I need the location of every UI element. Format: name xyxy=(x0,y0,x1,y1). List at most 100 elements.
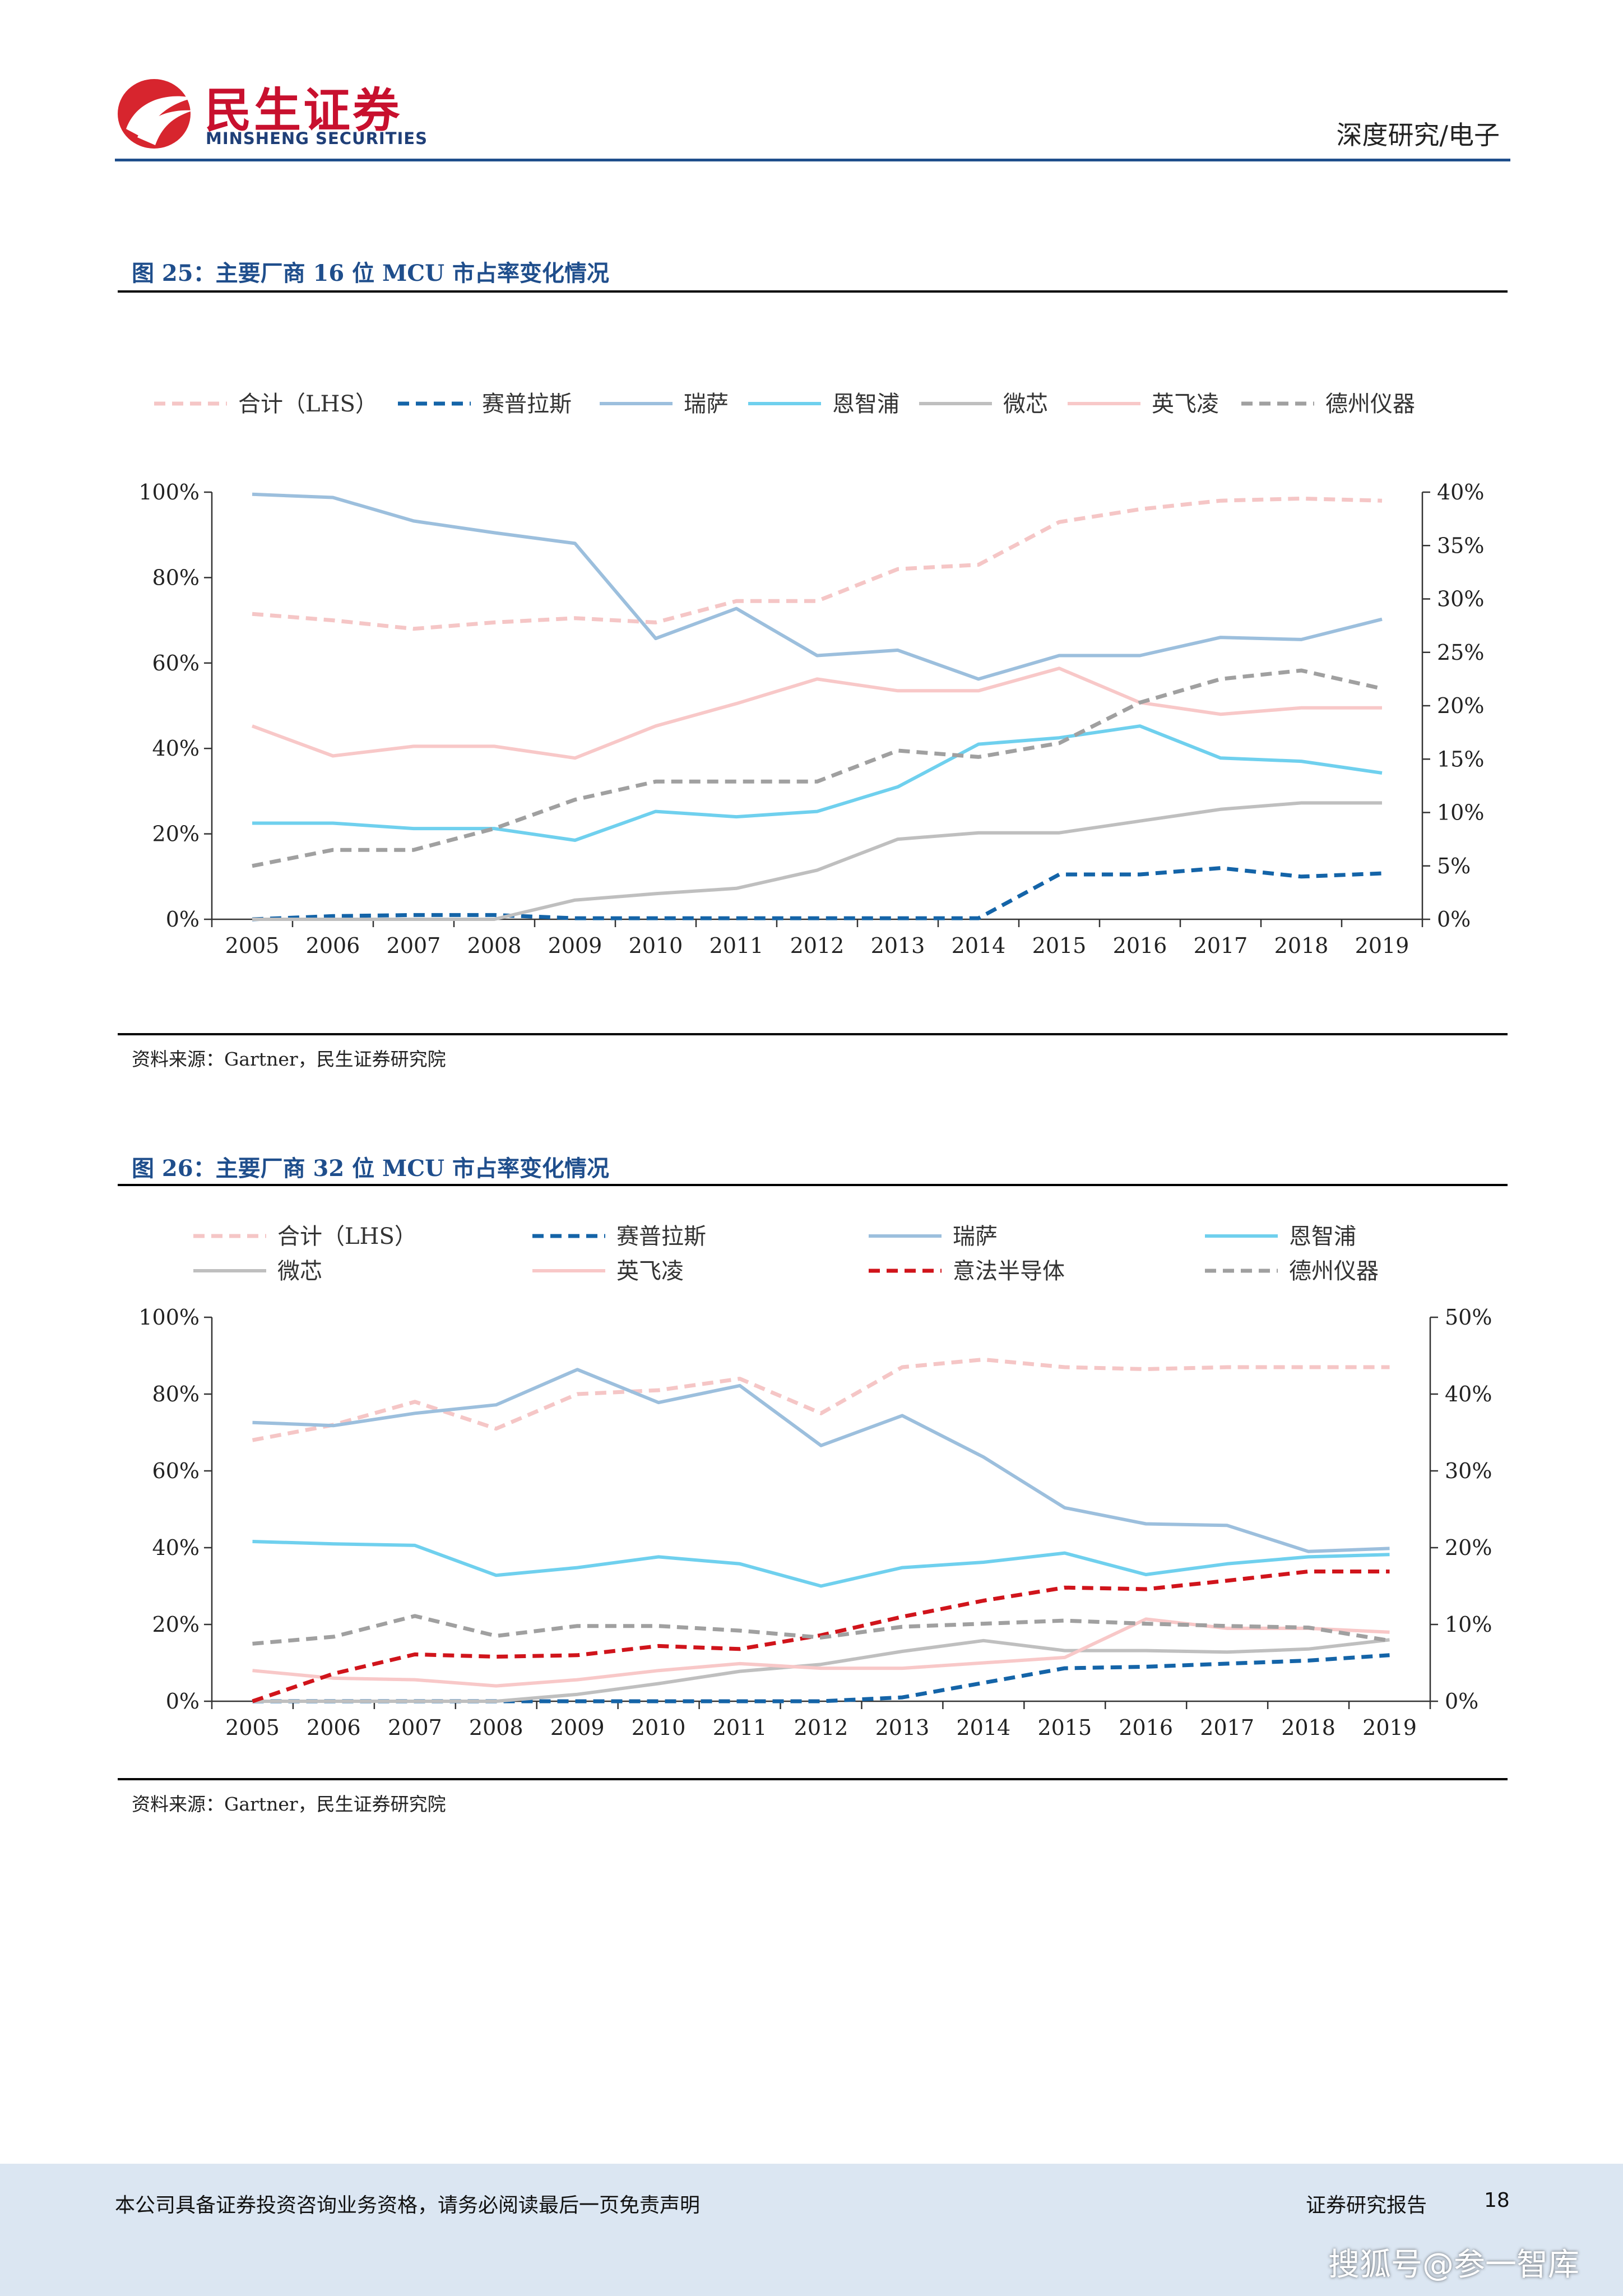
x-tick-label: 2014 xyxy=(957,1715,1011,1740)
x-tick-label: 2011 xyxy=(710,933,764,958)
x-tick-label: 2019 xyxy=(1355,933,1409,958)
y-left-tick-label: 0% xyxy=(166,1689,200,1714)
y-right-tick-label: 25% xyxy=(1437,640,1484,665)
legend-label: 恩智浦 xyxy=(832,391,899,417)
x-tick-label: 2019 xyxy=(1362,1715,1417,1740)
figure-25-title: 图 25：主要厂商 16 位 MCU 市占率变化情况 xyxy=(132,260,609,286)
y-left-tick-label: 80% xyxy=(152,565,200,590)
chart-16bit-mcu-share: 0% 20% 40% 60% 80% 100% 0% 5% 10% 15% 20% 25% 30% 35%… xyxy=(138,391,1484,958)
x-tick-label: 2005 xyxy=(225,1715,280,1740)
series-line xyxy=(251,666,1382,760)
x-tick-label: 2016 xyxy=(1113,933,1167,958)
x-tick-label: 2011 xyxy=(713,1715,767,1740)
series-line xyxy=(252,866,1383,922)
x-tick-label: 2012 xyxy=(790,933,845,958)
x-tick-label: 2015 xyxy=(1032,933,1087,958)
figure-26-source: 资料来源：Gartner，民生证券研究院 xyxy=(132,1793,446,1815)
logo-text-en: MINSHENG SECURITIES xyxy=(206,129,428,148)
y-left-tick-label: 100% xyxy=(138,480,200,504)
series-line xyxy=(252,492,1383,681)
report-type: 深度研究/电子 xyxy=(1336,120,1500,150)
y-right-tick-label: 10% xyxy=(1437,800,1484,825)
figure-25-top-rule xyxy=(118,290,1508,293)
x-tick-label: 2013 xyxy=(875,1715,930,1740)
y-right-tick-label: 35% xyxy=(1437,533,1484,558)
figure-26-top-rule xyxy=(118,1184,1508,1186)
legend-label: 瑞萨 xyxy=(953,1224,998,1249)
legend-label: 合计（LHS） xyxy=(277,1224,417,1249)
logo xyxy=(115,76,199,151)
series-line xyxy=(252,1368,1390,1553)
x-tick-label: 2012 xyxy=(794,1715,848,1740)
x-tick-label: 2014 xyxy=(952,933,1006,958)
x-tick-label: 2013 xyxy=(871,933,925,958)
series-line xyxy=(252,1357,1390,1442)
y-right-tick-label: 40% xyxy=(1445,1382,1492,1406)
series-line xyxy=(252,1638,1390,1703)
y-right-tick-label: 20% xyxy=(1437,693,1484,718)
x-tick-label: 2009 xyxy=(548,933,602,958)
series-line xyxy=(252,1570,1390,1704)
legend-label: 赛普拉斯 xyxy=(482,391,572,417)
x-tick-label: 2008 xyxy=(467,933,522,958)
y-left-tick-label: 60% xyxy=(152,1459,200,1483)
x-tick-label: 2006 xyxy=(306,933,360,958)
y-right-tick-label: 10% xyxy=(1445,1612,1492,1637)
x-tick-label: 2005 xyxy=(225,933,280,958)
y-left-tick-label: 80% xyxy=(152,1382,200,1406)
y-right-tick-label: 15% xyxy=(1437,747,1484,771)
legend-label: 赛普拉斯 xyxy=(616,1224,706,1249)
footer-disclaimer: 本公司具备证券投资咨询业务资格，请务必阅读最后一页免责声明 xyxy=(115,2194,701,2217)
figure-26-title: 图 26：主要厂商 32 位 MCU 市占率变化情况 xyxy=(132,1155,609,1182)
x-tick-label: 2015 xyxy=(1037,1715,1092,1740)
x-tick-label: 2017 xyxy=(1200,1715,1254,1740)
y-left-tick-label: 20% xyxy=(152,822,200,846)
figure-25-bottom-rule xyxy=(118,1033,1508,1035)
series-line xyxy=(252,1653,1390,1704)
series-line xyxy=(252,1540,1390,1588)
x-tick-label: 2018 xyxy=(1281,1715,1336,1740)
x-tick-label: 2009 xyxy=(550,1715,605,1740)
x-tick-label: 2008 xyxy=(469,1715,523,1740)
x-tick-label: 2016 xyxy=(1119,1715,1173,1740)
series-line xyxy=(252,801,1382,921)
y-right-tick-label: 20% xyxy=(1445,1535,1492,1560)
legend-label: 德州仪器 xyxy=(1325,391,1415,417)
series-line xyxy=(252,668,1383,868)
y-left-tick-label: 100% xyxy=(138,1305,200,1330)
legend-label: 恩智浦 xyxy=(1289,1224,1356,1249)
y-left-tick-label: 40% xyxy=(152,736,200,761)
y-left-tick-label: 40% xyxy=(152,1535,200,1560)
series-line xyxy=(252,496,1383,631)
legend-label: 瑞萨 xyxy=(684,391,729,417)
legend-label: 微芯 xyxy=(1003,391,1048,417)
legend-label: 合计（LHS） xyxy=(238,391,378,417)
header-rule xyxy=(115,159,1510,161)
chart-32bit-mcu-share: 0% 20% 40% 60% 80% 100% 0% 10% 20% 30% 40% 50% 2005 2… xyxy=(138,1224,1492,1740)
y-right-tick-label: 50% xyxy=(1445,1305,1492,1330)
figure-25-source: 资料来源：Gartner，民生证券研究院 xyxy=(132,1048,446,1070)
page-number: 18 xyxy=(1484,2189,1510,2212)
legend-label: 意法半导体 xyxy=(953,1258,1065,1284)
legend-label: 微芯 xyxy=(277,1258,322,1284)
y-right-tick-label: 30% xyxy=(1445,1459,1492,1483)
x-tick-label: 2017 xyxy=(1194,933,1248,958)
y-left-tick-label: 20% xyxy=(152,1612,200,1637)
legend-label: 英飞凌 xyxy=(616,1258,684,1284)
minsheng-logo-icon xyxy=(118,79,193,149)
logo-text-cn: 民生证券 xyxy=(205,83,402,138)
x-tick-label: 2010 xyxy=(629,933,683,958)
y-right-tick-label: 30% xyxy=(1437,587,1484,612)
x-tick-label: 2007 xyxy=(388,1715,442,1740)
y-left-tick-label: 0% xyxy=(166,907,200,932)
footer-label: 证券研究报告 xyxy=(1306,2194,1427,2217)
x-tick-label: 2007 xyxy=(387,933,441,958)
series-line xyxy=(252,724,1383,842)
figure-26-bottom-rule xyxy=(118,1778,1508,1780)
legend-label: 英飞凌 xyxy=(1152,391,1219,417)
y-right-tick-label: 0% xyxy=(1445,1689,1478,1714)
y-right-tick-label: 40% xyxy=(1437,480,1484,504)
y-right-tick-label: 5% xyxy=(1437,854,1471,878)
series-line xyxy=(252,1614,1390,1646)
x-tick-label: 2010 xyxy=(632,1715,686,1740)
